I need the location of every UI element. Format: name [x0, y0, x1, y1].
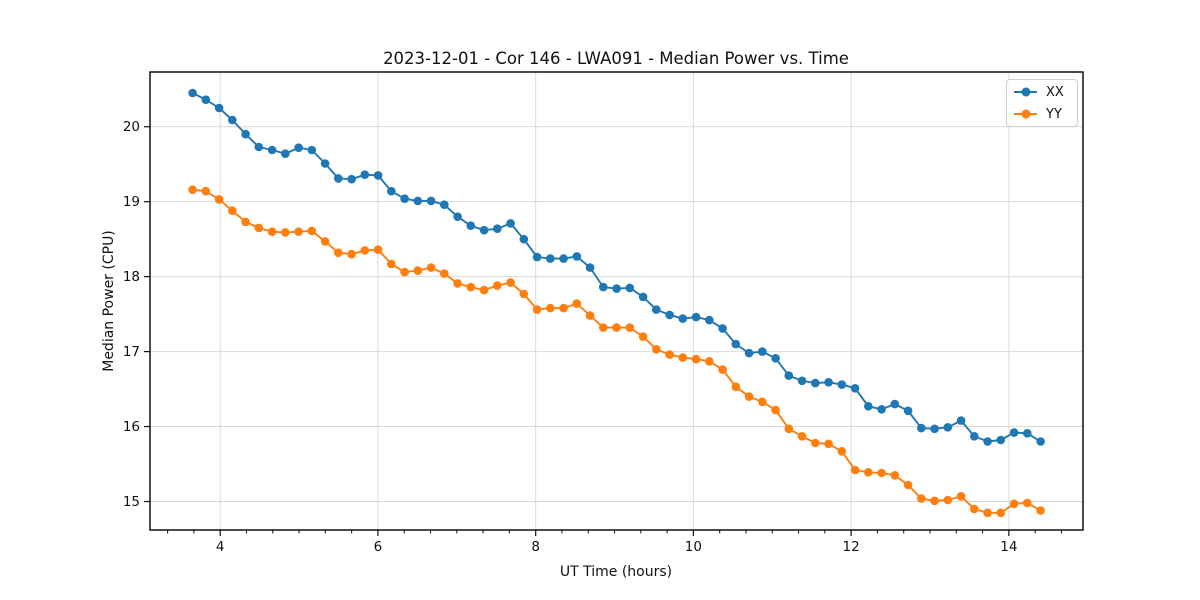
legend-item-yy: YY — [1007, 104, 1077, 124]
legend-item-xx: XX — [1007, 82, 1077, 102]
y-tick-label: 16 — [123, 419, 140, 435]
legend-line-marker-icon — [1014, 87, 1037, 97]
x-tick-label: 12 — [843, 539, 860, 555]
x-tick-label: 14 — [1000, 539, 1017, 555]
series-yy — [188, 185, 1045, 518]
y-tick-label: 18 — [123, 269, 140, 285]
legend-label-yy: YY — [1046, 106, 1062, 122]
legend: XX YY — [1006, 79, 1078, 127]
series-xx — [188, 88, 1045, 446]
x-tick-label: 10 — [685, 539, 702, 555]
y-tick-label: 20 — [123, 119, 140, 135]
legend-label-xx: XX — [1046, 84, 1064, 100]
x-tick-label: 6 — [374, 539, 383, 555]
chart-title: 2023-12-01 - Cor 146 - LWA091 - Median P… — [383, 49, 849, 68]
x-tick-label: 4 — [216, 539, 225, 555]
y-tick-label: 15 — [123, 494, 140, 510]
y-axis-label: Median Power (CPU) — [101, 230, 117, 372]
axis-ticks: 4 6 8 10 12 14 15 16 17 18 19 20 — [123, 119, 1062, 555]
y-tick-label: 17 — [123, 344, 140, 360]
plot-border — [149, 71, 1084, 531]
plot-area: 4 6 8 10 12 14 15 16 17 18 19 20 — [123, 71, 1084, 555]
x-tick-label: 8 — [531, 539, 540, 555]
legend-line-marker-icon — [1014, 109, 1037, 119]
grid-layer — [150, 72, 1083, 530]
x-axis-label: UT Time (hours) — [560, 564, 672, 580]
y-tick-label: 19 — [123, 194, 140, 210]
